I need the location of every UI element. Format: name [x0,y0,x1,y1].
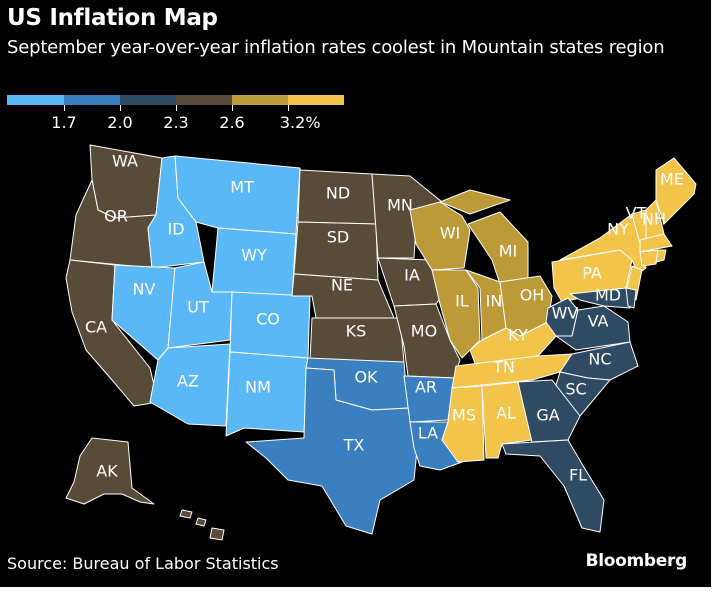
state-ga [517,379,581,443]
state-label-mt: MT [230,178,254,197]
state-hi [179,509,225,541]
legend-swatch [7,95,64,105]
map-graphic: US Inflation Map September year-over-yea… [0,0,711,587]
state-label-me: ME [660,170,684,189]
legend-tick [64,105,65,111]
state-md [569,287,631,309]
state-label-mn: MN [387,196,413,215]
legend-swatch [120,95,176,105]
state-fl [501,439,605,533]
state-label-id: ID [167,220,184,239]
state-ct [639,249,659,267]
state-label-al: AL [496,404,516,423]
state-ak [65,437,155,505]
state-label-ut: UT [187,298,209,317]
state-ny [559,213,647,275]
state-wi [409,201,471,271]
state-label-tx: TX [343,436,365,455]
legend-label: 1.7 [51,113,77,132]
state-label-in: IN [486,292,503,311]
state-label-mi: MI [499,242,518,261]
state-label-sd: SD [327,228,349,247]
color-legend: 1.7 2.0 2.3 2.6 3.2% [7,95,347,135]
us-map-svg: WA OR CA AK ID NV MT WY UT CO AZ NM ND S… [65,144,697,541]
state-nm [225,351,309,437]
state-label-ky: KY [508,326,528,345]
state-va [555,305,631,351]
state-label-tn: TN [492,358,515,377]
legend-tick [232,105,233,111]
state-label-va: VA [588,312,609,331]
legend-tick [176,105,177,111]
state-label-az: AZ [177,372,199,391]
state-tx [245,367,419,535]
legend-label: 2.6 [219,113,245,132]
state-label-wy: WY [241,246,267,265]
state-label-la: LA [418,424,438,443]
state-label-ia: IA [404,266,420,285]
legend-tick [120,105,121,111]
state-label-nm: NM [245,378,271,397]
state-label-pa: PA [582,264,602,283]
bloomberg-logo: Bloomberg [585,551,688,571]
legend-swatch [64,95,120,105]
state-label-ny: NY [607,220,629,239]
state-label-vt: VT [626,204,647,223]
state-ma [639,233,673,253]
legend-label: 2.3 [163,113,189,132]
state-label-nd: ND [326,184,350,203]
source-note: Source: Bureau of Labor Statistics [7,554,279,573]
state-az [149,343,231,427]
state-label-wi: WI [440,224,461,243]
map-subtitle: September year-over-year inflation rates… [7,37,665,58]
state-label-ak: AK [96,462,118,481]
state-label-mo: MO [411,322,437,341]
state-me [655,157,697,225]
state-label-sc: SC [565,380,586,399]
state-label-wv: WV [552,304,579,323]
map-title: US Inflation Map [7,5,218,31]
state-de [625,287,637,309]
state-label-ca: CA [85,318,107,337]
state-label-ga: GA [536,406,559,425]
us-map: WA OR CA AK ID NV MT WY UT CO AZ NM ND S… [0,140,711,550]
state-label-nv: NV [133,280,156,299]
legend-tick [288,105,289,111]
legend-label: 3.2% [279,113,321,132]
legend-label: 2.0 [107,113,133,132]
state-label-md: MD [595,286,621,305]
state-label-co: CO [256,310,280,329]
state-label-ms: MS [452,406,476,425]
state-label-ks: KS [346,322,367,341]
state-label-or: OR [104,207,128,226]
state-label-ok: OK [354,368,378,387]
state-label-oh: OH [520,286,545,305]
state-label-nc: NC [588,350,611,369]
state-label-il: IL [455,292,469,311]
state-label-ar: AR [415,378,437,397]
state-label-wa: WA [112,152,138,171]
legend-swatch [288,95,344,105]
state-label-fl: FL [569,466,587,485]
state-label-ne: NE [331,276,353,295]
state-ri [655,249,667,263]
legend-swatch [176,95,232,105]
state-label-nh: NH [642,210,666,229]
legend-swatch [232,95,288,105]
